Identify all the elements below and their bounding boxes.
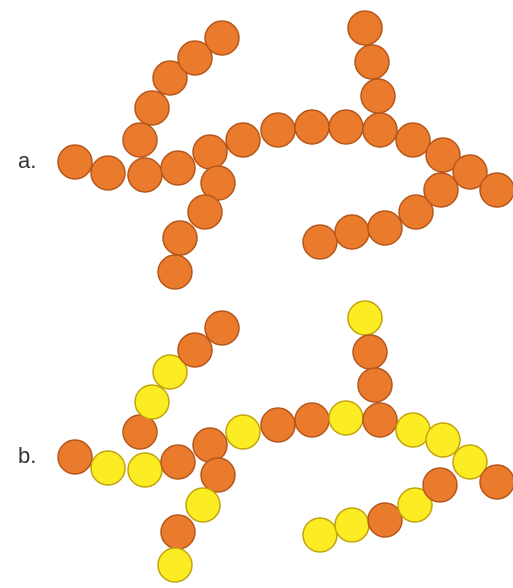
panel-label: b. (18, 443, 36, 468)
monomer (423, 468, 457, 502)
monomer (368, 211, 402, 245)
monomer (58, 440, 92, 474)
monomer (295, 403, 329, 437)
monomer (205, 311, 239, 345)
monomer (158, 548, 192, 582)
monomer (158, 255, 192, 289)
monomer (261, 113, 295, 147)
monomer (128, 158, 162, 192)
monomer (329, 110, 363, 144)
monomer (348, 301, 382, 335)
monomer (480, 173, 513, 207)
monomer (261, 408, 295, 442)
panel-label: a. (18, 148, 36, 173)
monomer (361, 79, 395, 113)
monomer (426, 423, 460, 457)
monomer (193, 428, 227, 462)
monomer (161, 445, 195, 479)
monomer (135, 91, 169, 125)
monomer (368, 503, 402, 537)
monomer (188, 195, 222, 229)
monomer (163, 221, 197, 255)
monomer (123, 123, 157, 157)
monomer (193, 135, 227, 169)
monomer (201, 458, 235, 492)
monomer (480, 465, 513, 499)
monomer (205, 21, 239, 55)
monomer (123, 415, 157, 449)
monomer (396, 413, 430, 447)
monomer (91, 451, 125, 485)
monomer (303, 518, 337, 552)
monomer (396, 123, 430, 157)
monomer (135, 385, 169, 419)
monomer (353, 335, 387, 369)
diagram: a. b. (0, 0, 513, 588)
monomer (226, 123, 260, 157)
monomer (335, 215, 369, 249)
monomer (58, 145, 92, 179)
monomer (348, 11, 382, 45)
monomer (161, 515, 195, 549)
monomer (329, 401, 363, 435)
polymer-chains (58, 11, 513, 582)
monomer (186, 488, 220, 522)
monomer (335, 508, 369, 542)
monomer (424, 173, 458, 207)
monomer (303, 225, 337, 259)
monomer (226, 415, 260, 449)
monomer (178, 333, 212, 367)
monomer (363, 113, 397, 147)
monomer (355, 45, 389, 79)
monomer (363, 403, 397, 437)
monomer (91, 156, 125, 190)
monomer (128, 453, 162, 487)
monomer (161, 151, 195, 185)
monomer (358, 368, 392, 402)
monomer (295, 110, 329, 144)
